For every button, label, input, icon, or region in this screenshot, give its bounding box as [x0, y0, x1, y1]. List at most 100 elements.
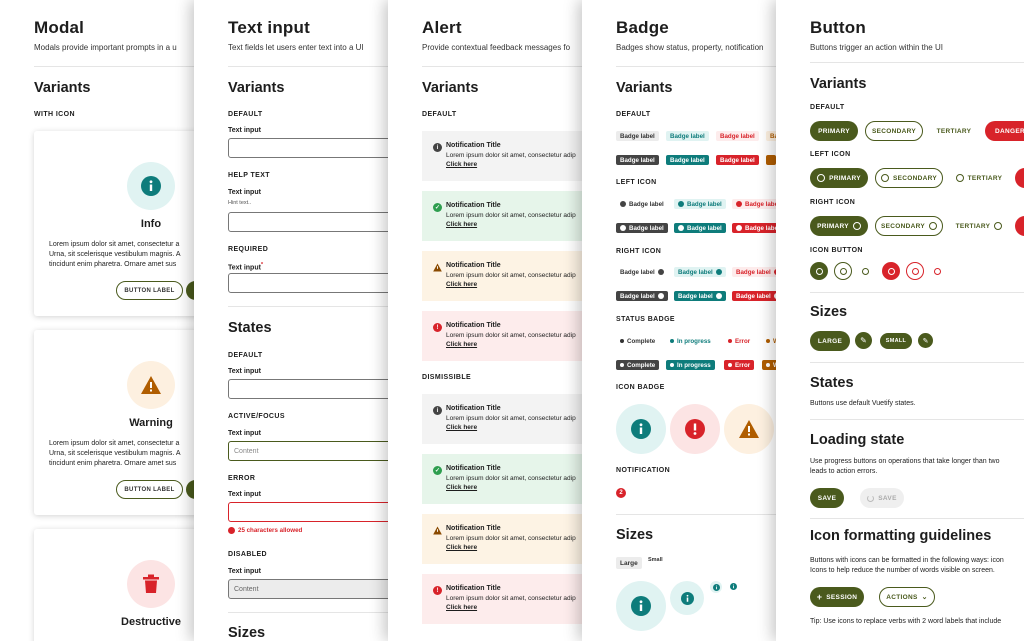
field-label: Text input — [228, 491, 261, 498]
info-icon — [127, 162, 175, 210]
badge-right-icon: Badge label — [616, 267, 668, 277]
badge-left-icon: Badge label — [616, 199, 668, 209]
info-icon — [678, 201, 684, 207]
pencil-icon[interactable]: ✎ — [855, 332, 872, 349]
alert-link[interactable]: Click here — [446, 544, 478, 551]
alert-link[interactable]: Click here — [446, 281, 478, 288]
tertiary-button-right-icon[interactable]: TERTIARY — [952, 216, 1006, 236]
secondary-button-left-icon[interactable]: SECONDARY — [875, 168, 943, 188]
text-field[interactable] — [228, 379, 424, 399]
divider — [810, 518, 1024, 519]
icon-button-danger-text[interactable] — [931, 265, 943, 277]
small-button[interactable]: SMALL — [880, 333, 912, 349]
page-title: Badge — [616, 18, 669, 37]
badge-large: Large — [616, 557, 642, 569]
icon-button-danger-outline[interactable] — [906, 262, 924, 280]
icon-guidelines-description: Icons to help reduce the number of words… — [810, 567, 995, 574]
icon-button-tertiary[interactable] — [859, 265, 871, 277]
modal-button[interactable]: BUTTON LABEL — [116, 480, 183, 499]
status-badge: In progress — [666, 336, 715, 346]
badge: Badge label — [716, 155, 759, 165]
section-heading: States — [228, 320, 272, 336]
badge: Badge label — [616, 131, 659, 141]
large-button[interactable]: LARGE — [810, 331, 850, 351]
info-icon — [620, 201, 626, 207]
session-button[interactable]: + SESSION — [810, 587, 864, 607]
divider — [422, 66, 618, 67]
danger-button-left-icon[interactable] — [1015, 168, 1024, 188]
status-badge: Complete — [616, 336, 660, 346]
danger-button-right-icon[interactable] — [1015, 216, 1024, 236]
warning-icon — [127, 361, 175, 409]
info-icon — [678, 225, 684, 231]
badge-panel: Badge Badges show status, property, noti… — [582, 0, 812, 641]
section-label: DISABLED — [228, 551, 267, 558]
badge: Badge label — [666, 155, 709, 165]
alert-link[interactable]: Click here — [446, 161, 478, 168]
section-heading: Variants — [422, 80, 479, 96]
alert-link[interactable]: Click here — [446, 221, 478, 228]
modal-body: Lorem ipsum dolor sit amet, consectetur … — [49, 440, 181, 467]
primary-button-right-icon[interactable]: PRIMARY — [810, 216, 868, 236]
info-icon: i — [433, 406, 442, 415]
text-field[interactable] — [228, 138, 424, 158]
divider — [810, 419, 1024, 420]
primary-button-left-icon[interactable]: PRIMARY — [810, 168, 868, 188]
text-field-error[interactable] — [228, 502, 424, 522]
tertiary-button[interactable]: TERTIARY — [936, 127, 972, 135]
tertiary-button-left-icon[interactable]: TERTIARY — [952, 168, 1006, 188]
alert-link[interactable]: Click here — [446, 484, 478, 491]
primary-button[interactable]: PRIMARY — [810, 121, 858, 141]
status-badge: Error — [724, 336, 755, 346]
info-icon — [715, 269, 722, 275]
section-label: DEFAULT — [228, 111, 263, 118]
section-heading: Sizes — [810, 304, 848, 320]
actions-button[interactable]: ACTIONS ⌄ — [879, 587, 935, 607]
page-subtitle: Badges show status, property, notificati… — [616, 43, 764, 52]
error-icon — [670, 404, 720, 454]
icon-button-danger[interactable] — [882, 262, 900, 280]
section-label: RIGHT ICON — [810, 199, 856, 206]
badge: Badge label — [716, 131, 759, 141]
icon-button-secondary[interactable] — [834, 262, 852, 280]
badge-small: Small — [644, 556, 667, 564]
danger-button[interactable]: DANGER — [985, 121, 1024, 141]
section-heading: Variants — [810, 76, 867, 92]
modal-button[interactable]: BUTTON LABEL — [116, 281, 183, 300]
section-heading: Sizes — [616, 527, 654, 543]
hint-text: Hint text.. — [228, 200, 252, 206]
circle-icon — [817, 174, 826, 182]
status-badge: Error — [724, 360, 755, 370]
text-field[interactable] — [228, 273, 424, 293]
trash-icon — [127, 560, 175, 608]
warning-icon — [433, 526, 442, 535]
check-icon: ✓ — [433, 466, 442, 475]
icon-button-primary[interactable] — [810, 262, 828, 280]
section-heading: Variants — [34, 80, 91, 96]
loading-description: Use progress buttons on operations that … — [810, 458, 1000, 465]
info-icon — [616, 404, 666, 454]
field-label: Text input — [228, 368, 261, 375]
section-label: ERROR — [228, 475, 256, 482]
section-heading: Variants — [228, 80, 285, 96]
status-badge: W — [762, 336, 783, 346]
info-icon — [620, 225, 626, 231]
text-field-focused[interactable]: Content — [228, 441, 424, 461]
text-field[interactable] — [228, 212, 424, 232]
spinner-icon — [867, 494, 875, 502]
badge: Badge label — [616, 155, 659, 165]
save-button[interactable]: SAVE — [810, 488, 844, 508]
divider — [228, 306, 424, 307]
alert-link[interactable]: Click here — [446, 424, 478, 431]
status-badge: Complete — [616, 360, 660, 370]
alert-link[interactable]: Click here — [446, 341, 478, 348]
section-label: DEFAULT — [810, 104, 845, 111]
button-panel: Button Buttons trigger an action within … — [776, 0, 1024, 641]
secondary-button[interactable]: SECONDARY — [865, 121, 923, 141]
pencil-icon[interactable]: ✎ — [918, 333, 933, 348]
warning-icon — [724, 404, 774, 454]
alert-link[interactable]: Click here — [446, 604, 478, 611]
secondary-button-right-icon[interactable]: SECONDARY — [875, 216, 943, 236]
divider — [810, 362, 1024, 363]
page-subtitle: Buttons trigger an action within the UI — [810, 43, 943, 52]
